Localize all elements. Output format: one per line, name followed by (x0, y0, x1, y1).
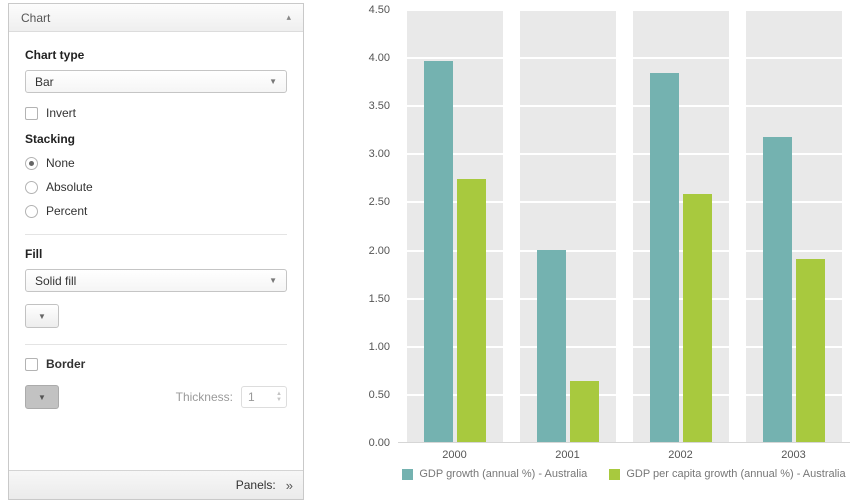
gridline (398, 105, 850, 108)
gridline (398, 249, 850, 252)
spinner-up-icon[interactable]: ▲ (276, 391, 282, 397)
legend-label: GDP per capita growth (annual %) - Austr… (626, 468, 846, 480)
chevron-down-icon: ▼ (269, 276, 277, 285)
border-checkbox[interactable] (25, 357, 38, 371)
gridline (398, 153, 850, 156)
y-axis-ticks: 0.00 0.50 1.00 1.50 2.00 2.50 3.00 3.50 4.00 4.50 (346, 4, 390, 449)
chevron-down-icon: ▼ (269, 77, 277, 86)
fill-label: Fill (25, 247, 43, 261)
bar-series-0-2003 (762, 136, 792, 442)
y-tick-label: 2.00 (368, 244, 390, 257)
radio-percent-label: Percent (46, 204, 88, 218)
stacking-option-percent: Percent (25, 204, 287, 218)
plot-area (398, 9, 850, 443)
stacking-label: Stacking (25, 132, 76, 146)
panel-header[interactable]: Chart ▴ (9, 4, 303, 32)
thickness-input[interactable] (242, 390, 268, 404)
chart-legend: GDP growth (annual %) - Australia GDP per… (398, 468, 850, 480)
category-band (745, 10, 842, 442)
fill-color-button[interactable]: ▼ (25, 304, 59, 328)
gridline (398, 393, 850, 396)
radio-none-label: None (46, 156, 75, 170)
y-tick-label: 4.00 (368, 52, 390, 65)
spinner-down-icon[interactable]: ▼ (276, 397, 282, 403)
chevron-down-icon: ▼ (38, 311, 46, 321)
invert-checkbox[interactable] (25, 106, 38, 120)
x-axis-labels: 2000 2001 2002 2003 (398, 449, 850, 463)
border-color-button[interactable]: ▼ (25, 385, 59, 409)
gridline (398, 9, 850, 11)
gridline (398, 297, 850, 300)
radio-none[interactable] (25, 156, 38, 170)
gridline (398, 345, 850, 348)
y-tick-label: 1.00 (368, 340, 390, 353)
y-tick-label: 2.50 (368, 196, 390, 209)
border-options-row: ▼ Thickness: ▲ ▼ (25, 385, 287, 409)
legend-item[interactable]: GDP growth (annual %) - Australia (402, 468, 587, 480)
y-tick-label: 0.00 (368, 437, 390, 449)
thickness-input-wrap: ▲ ▼ (241, 386, 287, 408)
chart-type-select[interactable]: Bar ▼ (25, 70, 287, 93)
bar-series-1-2001 (569, 381, 599, 442)
panels-label: Panels: (235, 478, 276, 492)
chart-settings-panel: Chart ▴ Chart type Bar ▼ Invert Stacking… (8, 3, 304, 500)
legend-label: GDP growth (annual %) - Australia (419, 468, 588, 480)
chart-type-label: Chart type (25, 48, 85, 62)
invert-row: Invert (25, 106, 287, 120)
category-band (519, 10, 616, 442)
fill-select[interactable]: Solid fill ▼ (25, 269, 287, 292)
bar-series-0-2000 (423, 60, 453, 442)
y-tick-label: 4.50 (368, 4, 390, 16)
bar-series-0-2002 (649, 72, 679, 442)
stacking-option-none: None (25, 156, 287, 170)
x-tick-label: 2003 (781, 449, 806, 461)
panel-body: Chart type Bar ▼ Invert Stacking None Ab… (9, 32, 303, 409)
bar-series-1-2002 (682, 193, 712, 442)
stacking-option-absolute: Absolute (25, 180, 287, 194)
y-tick-label: 0.50 (368, 388, 390, 401)
gridline (398, 201, 850, 204)
collapse-icon[interactable]: ▴ (286, 12, 291, 22)
radio-absolute-label: Absolute (46, 180, 93, 194)
gridline (398, 57, 850, 60)
thickness-label: Thickness: (175, 390, 233, 404)
divider (25, 344, 287, 345)
radio-percent[interactable] (25, 204, 38, 218)
radio-absolute[interactable] (25, 180, 38, 194)
y-tick-label: 1.50 (368, 292, 390, 305)
x-tick-label: 2001 (555, 449, 580, 461)
thickness-spinner: ▲ ▼ (276, 391, 286, 403)
panels-expand-button[interactable]: » (285, 477, 293, 493)
y-tick-label: 3.50 (368, 100, 390, 113)
panel-title: Chart (21, 10, 51, 25)
x-tick-label: 2000 (442, 449, 467, 461)
y-tick-label: 3.00 (368, 148, 390, 161)
category-band (632, 10, 729, 442)
chevron-down-icon: ▼ (38, 392, 46, 402)
legend-swatch (609, 468, 621, 480)
invert-label: Invert (46, 106, 77, 120)
bar-series-0-2001 (536, 249, 566, 442)
panel-footer: Panels: » (9, 470, 303, 499)
category-band (406, 10, 503, 442)
border-label: Border (46, 357, 86, 371)
bar-series-1-2003 (795, 259, 825, 442)
chart-type-value: Bar (35, 74, 54, 89)
divider (25, 234, 287, 235)
legend-item[interactable]: GDP per capita growth (annual %) - Austr… (609, 468, 846, 480)
bar-series-1-2000 (456, 179, 486, 442)
border-row: Border (25, 357, 287, 371)
fill-value: Solid fill (35, 273, 77, 288)
legend-swatch (402, 468, 414, 480)
x-tick-label: 2002 (668, 449, 693, 461)
